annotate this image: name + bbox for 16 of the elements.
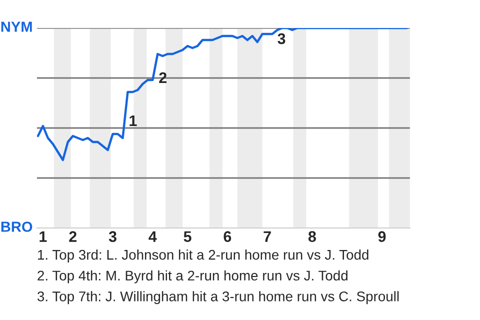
x-tick-label: 2 <box>69 231 76 242</box>
x-tick-label: 5 <box>184 231 192 242</box>
x-tick-label: 1 <box>40 231 47 242</box>
x-tick-label: 7 <box>264 231 271 242</box>
text: 3. Top 7th: J. Willingham hit a 3-run home run vs C. Sproull <box>37 291 399 304</box>
x-tick-label: 3 <box>108 231 116 242</box>
text: BRO <box>1 222 32 232</box>
text: 1. Top 3rd: L. Johnson hit a 2-run home run vs J. Todd <box>38 250 368 262</box>
x-tick-label: 4 <box>148 231 157 242</box>
x-tick-label: 6 <box>224 231 232 242</box>
text: 2. Top 4th: M. Byrd hit a 2-run home run vs J. Todd <box>38 270 348 284</box>
text: NYM <box>1 22 32 32</box>
x-tick-label: 8 <box>308 231 316 242</box>
annotation: 1 <box>130 115 137 126</box>
annotation: 3 <box>278 33 286 44</box>
x-tick-label: 9 <box>378 231 386 242</box>
